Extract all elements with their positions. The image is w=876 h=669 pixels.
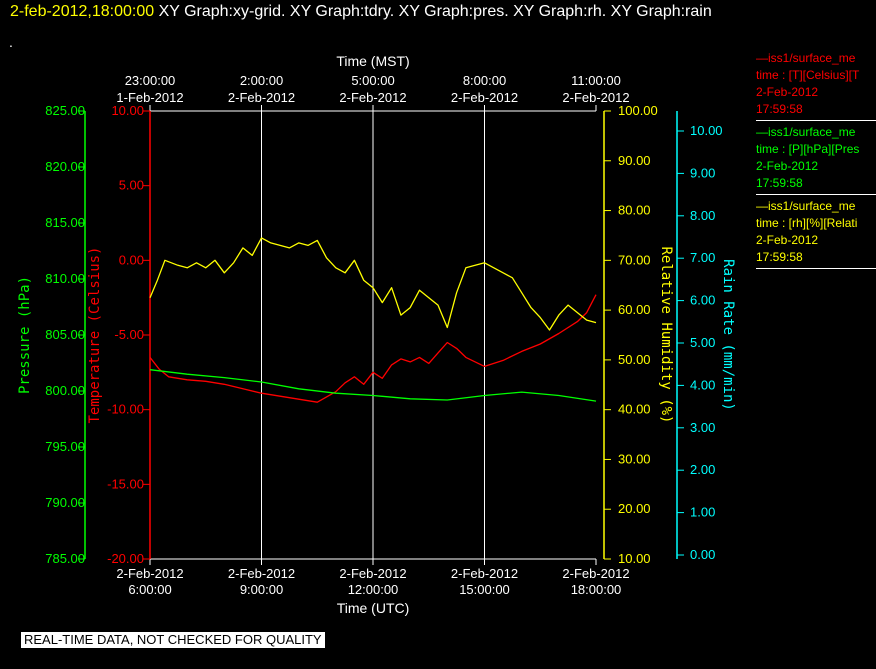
rain-tick-label: 10.00 [690, 123, 723, 138]
header-line: 2-feb-2012,18:00:00 XY Graph:xy-grid. XY… [10, 3, 712, 21]
x-bottom-tick-date: 2-Feb-2012 [562, 566, 629, 581]
humidity-series-line [149, 237, 597, 331]
humidity-tick-label: 80.00 [618, 203, 651, 218]
legend-time: 17:59:58 [756, 102, 803, 116]
rain-tick-label: 3.00 [690, 420, 715, 435]
rain-tick-label: 6.00 [690, 293, 715, 308]
humidity-tick-label: 100.00 [618, 103, 658, 118]
legend: —iss1/surface_me time : [T][Celsius][T 2… [756, 50, 876, 272]
x-top-tick-time: 11:00:00 [571, 73, 621, 88]
humidity-axis-title: Relative Humidity (%) [658, 246, 674, 423]
x-bottom-tick-date: 2-Feb-2012 [339, 566, 406, 581]
quality-disclaimer: REAL-TIME DATA, NOT CHECKED FOR QUALITY [21, 632, 325, 648]
temperature-tick-label: 0.00 [119, 252, 144, 267]
pressure-tick-label: 785.00 [45, 551, 85, 566]
temperature-series-line [149, 294, 597, 403]
x-top-tick-time: 8:00:00 [463, 73, 506, 88]
pressure-tick-label: 800.00 [45, 383, 85, 398]
header-graph-list: XY Graph:xy-grid. XY Graph:tdry. XY Grap… [158, 3, 712, 20]
x-bottom-tick-time: 9:00:00 [240, 582, 283, 597]
rain-tick-label: 7.00 [690, 250, 715, 265]
x-top-axis-title: Time (MST) [336, 53, 409, 69]
legend-entry-temperature[interactable]: —iss1/surface_me time : [T][Celsius][T 2… [756, 50, 876, 121]
legend-series-name: —iss1/surface_me [756, 51, 856, 65]
humidity-tick-label: 30.00 [618, 451, 651, 466]
x-bottom-tick-time: 18:00:00 [571, 582, 622, 597]
x-bottom-tick-time: 12:00:00 [348, 582, 399, 597]
temperature-axis-title: Temperature (Celsius) [87, 246, 103, 423]
legend-series-spec: time : [T][Celsius][T [756, 68, 860, 82]
rain-tick-label: 5.00 [690, 335, 715, 350]
rain-tick-label: 9.00 [690, 165, 715, 180]
rain-tick-label: 4.00 [690, 377, 715, 392]
rain-tick-label: 0.00 [690, 547, 715, 562]
legend-entry-humidity[interactable]: —iss1/surface_me time : [rh][%][Relati 2… [756, 198, 876, 269]
x-bottom-tick-date: 2-Feb-2012 [228, 566, 295, 581]
x-top-tick-time: 5:00:00 [351, 73, 394, 88]
legend-time: 17:59:58 [756, 176, 803, 190]
legend-series-spec: time : [P][hPa][Pres [756, 142, 860, 156]
pressure-tick-label: 810.00 [45, 271, 85, 286]
humidity-tick-label: 10.00 [618, 551, 651, 566]
humidity-tick-label: 50.00 [618, 352, 651, 367]
x-top-tick-time: 2:00:00 [240, 73, 283, 88]
header-dot: . [9, 34, 13, 50]
temperature-tick-label: -10.00 [107, 402, 144, 417]
x-bottom-tick-date: 2-Feb-2012 [116, 566, 183, 581]
legend-time: 17:59:58 [756, 250, 803, 264]
x-top-tick-date: 2-Feb-2012 [228, 90, 295, 105]
humidity-tick-label: 20.00 [618, 501, 651, 516]
x-bottom-tick-date: 2-Feb-2012 [451, 566, 518, 581]
x-bottom-tick-time: 15:00:00 [459, 582, 510, 597]
pressure-tick-label: 815.00 [45, 215, 85, 230]
rain-tick-label: 8.00 [690, 208, 715, 223]
header-timestamp: 2-feb-2012,18:00:00 [10, 3, 155, 20]
x-top-tick-date: 2-Feb-2012 [562, 90, 629, 105]
legend-entry-pressure[interactable]: —iss1/surface_me time : [P][hPa][Pres 2-… [756, 124, 876, 195]
pressure-tick-label: 820.00 [45, 159, 85, 174]
legend-series-name: —iss1/surface_me [756, 199, 856, 213]
temperature-tick-label: -15.00 [107, 476, 144, 491]
x-top-tick-date: 2-Feb-2012 [451, 90, 518, 105]
temperature-tick-label: -5.00 [114, 327, 144, 342]
legend-series-name: —iss1/surface_me [756, 125, 856, 139]
humidity-tick-label: 60.00 [618, 302, 651, 317]
legend-date: 2-Feb-2012 [756, 159, 819, 173]
pressure-tick-label: 790.00 [45, 495, 85, 510]
pressure-series-line [149, 369, 597, 402]
pressure-tick-label: 795.00 [45, 439, 85, 454]
x-bottom-axis-title: Time (UTC) [337, 600, 410, 616]
x-top-tick-date: 1-Feb-2012 [116, 90, 183, 105]
humidity-tick-label: 90.00 [618, 153, 651, 168]
pressure-axis-title: Pressure (hPa) [17, 276, 33, 394]
rain-axis-title: Rain Rate (mm/min) [720, 259, 736, 411]
temperature-tick-label: -20.00 [107, 551, 144, 566]
rain-tick-label: 1.00 [690, 505, 715, 520]
pressure-tick-label: 805.00 [45, 327, 85, 342]
legend-date: 2-Feb-2012 [756, 85, 819, 99]
x-top-tick-date: 2-Feb-2012 [339, 90, 406, 105]
temperature-tick-label: 5.00 [119, 178, 144, 193]
pressure-tick-label: 825.00 [45, 103, 85, 118]
legend-date: 2-Feb-2012 [756, 233, 819, 247]
humidity-tick-label: 70.00 [618, 252, 651, 267]
rain-tick-label: 2.00 [690, 462, 715, 477]
legend-series-spec: time : [rh][%][Relati [756, 216, 858, 230]
humidity-tick-label: 40.00 [618, 402, 651, 417]
x-bottom-tick-time: 6:00:00 [128, 582, 171, 597]
temperature-tick-label: 10.00 [111, 103, 144, 118]
x-top-tick-time: 23:00:00 [125, 73, 176, 88]
